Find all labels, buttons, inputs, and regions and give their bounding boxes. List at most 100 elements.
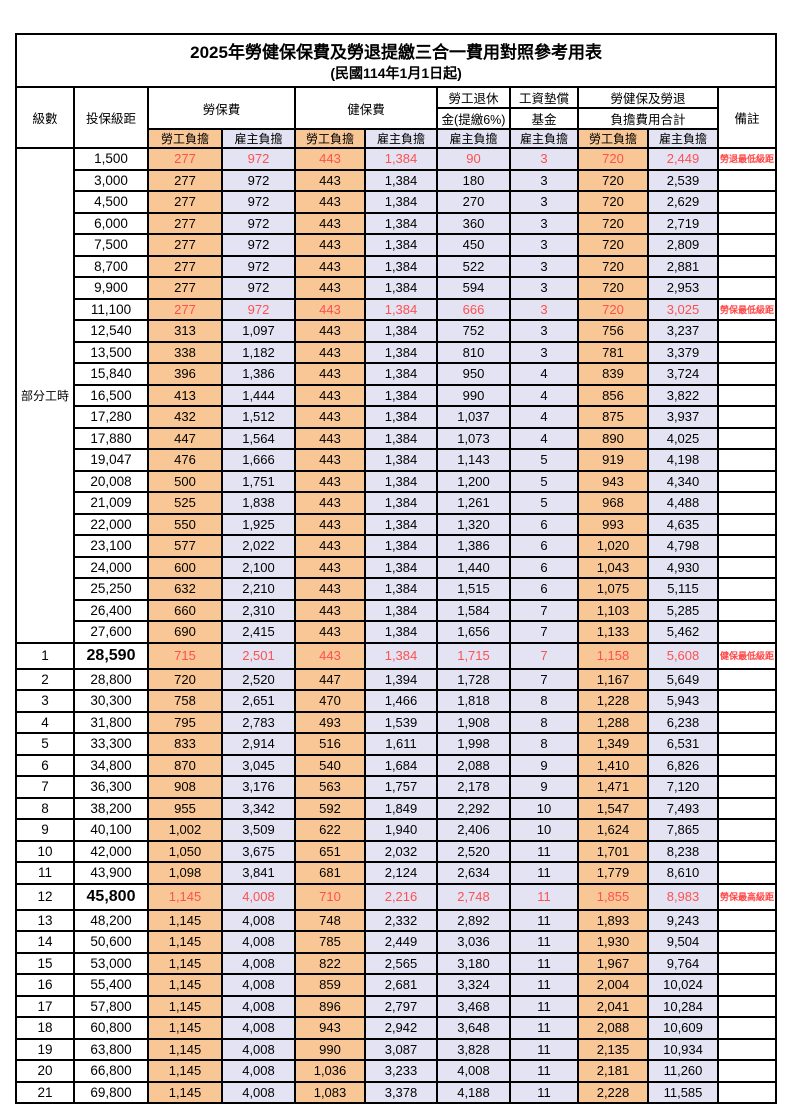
header-row-2: 金(提繳6%) 基金 負擔費用合計 [16, 107, 776, 130]
total-employee-cell: 1,167 [577, 667, 649, 691]
table-row: 3 30,300 758 2,651 470 1,466 1,818 8 1,228 5,943 [15, 689, 778, 713]
total-employer-cell: 5,943 [647, 689, 719, 713]
total-employer-cell: 3,822 [647, 383, 719, 407]
labor-employer-cell: 1,512 [221, 405, 296, 429]
labor-employee-cell: 1,145 [147, 951, 223, 975]
pension-employer-cell: 2,088 [436, 753, 511, 777]
health-employee-cell: 443 [294, 319, 366, 343]
pension-employer-cell: 1,073 [436, 426, 511, 450]
bracket-cell: 8,700 [73, 254, 149, 278]
wage-fund-employer-cell: 8 [509, 710, 579, 734]
labor-employee-cell: 1,145 [147, 973, 223, 997]
wage-fund-employer-cell: 6 [509, 577, 579, 601]
level-cell: 6 [15, 753, 75, 777]
page-title: 2025年勞健保保費及勞退提繳三合一費用對照參考用表 [190, 43, 602, 63]
table-row: 17 57,800 1,145 4,008 896 2,797 3,468 11 2,041 10… [15, 994, 778, 1018]
total-employer-cell: 5,285 [647, 598, 719, 622]
bracket-cell: 38,200 [73, 796, 149, 820]
labor-employer-cell: 1,751 [221, 469, 296, 493]
bracket-cell: 1,500 [73, 147, 149, 171]
labor-employee-cell: 432 [147, 405, 223, 429]
note-cell [716, 405, 778, 429]
total-employer-cell: 10,284 [647, 994, 719, 1018]
bracket-cell: 12,540 [73, 319, 149, 343]
labor-employer-cell: 4,008 [221, 908, 296, 932]
total-employer-cell: 2,629 [647, 190, 719, 214]
total-employee-cell: 1,288 [577, 710, 649, 734]
note-cell [716, 211, 778, 235]
table-row: 9,900 277 972 443 1,384 594 3 720 2,953 [16, 276, 778, 300]
pension-employer-cell: 3,180 [436, 951, 511, 975]
level-cell: 19 [15, 1037, 75, 1061]
note-cell [716, 512, 778, 536]
pension-employer-cell: 3,324 [436, 973, 511, 997]
pension-employer-cell: 1,200 [436, 469, 511, 493]
level-cell: 15 [15, 951, 75, 975]
health-employer-cell: 1,384 [364, 383, 438, 407]
note-cell: 勞保最低級距 [716, 297, 778, 321]
wage-fund-employer-cell: 5 [509, 448, 579, 472]
health-employer-cell: 1,384 [364, 211, 438, 235]
total-employee-cell: 2,228 [577, 1080, 649, 1104]
total-employer-cell: 2,449 [647, 147, 719, 171]
bracket-cell: 24,000 [73, 555, 149, 579]
total-employer-cell: 8,983 [647, 882, 719, 911]
level-cell: 14 [15, 930, 75, 954]
col-header-level: 級數 [15, 86, 75, 149]
health-employer-cell: 1,384 [364, 405, 438, 429]
health-employee-cell: 443 [294, 297, 366, 321]
subheader-health-employer: 雇主負擔 [364, 128, 438, 149]
pension-employer-cell: 3,468 [436, 994, 511, 1018]
health-employer-cell: 1,384 [364, 534, 438, 558]
health-employer-cell: 1,384 [364, 340, 438, 364]
total-employee-cell: 1,075 [577, 577, 649, 601]
pension-employer-cell: 180 [436, 168, 511, 192]
labor-employer-cell: 4,008 [221, 973, 296, 997]
health-employer-cell: 1,384 [364, 254, 438, 278]
note-cell [716, 951, 778, 975]
labor-employee-cell: 1,145 [147, 930, 223, 954]
labor-employee-cell: 1,145 [147, 1080, 223, 1104]
table-row: 21,009 525 1,838 443 1,384 1,261 5 968 4,488 [16, 491, 778, 515]
health-employer-cell: 1,384 [364, 491, 438, 515]
wage-fund-employer-cell: 7 [509, 598, 579, 622]
pension-employer-cell: 4,008 [436, 1059, 511, 1083]
table-row: 2 28,800 720 2,520 447 1,394 1,728 7 1,167 5,649 [15, 667, 778, 691]
bracket-cell: 42,000 [73, 839, 149, 863]
health-employee-cell: 443 [294, 168, 366, 192]
table-row: 12,540 313 1,097 443 1,384 752 3 756 3,237 [16, 319, 778, 343]
bracket-cell: 20,008 [73, 469, 149, 493]
col-header-wage-fund-line2: 基金 [509, 107, 579, 130]
wage-fund-employer-cell: 11 [509, 1037, 579, 1061]
health-employee-cell: 443 [294, 426, 366, 450]
total-employer-cell: 9,764 [647, 951, 719, 975]
labor-employer-cell: 972 [221, 297, 296, 321]
wage-fund-employer-cell: 3 [509, 190, 579, 214]
health-employer-cell: 1,466 [364, 689, 438, 713]
table-row: 16,500 413 1,444 443 1,384 990 4 856 3,822 [16, 383, 778, 407]
total-employee-cell: 1,855 [577, 882, 649, 911]
level-cell: 13 [15, 908, 75, 932]
col-header-health-insurance: 健保費 [294, 86, 438, 130]
total-employer-cell: 6,238 [647, 710, 719, 734]
health-employee-cell: 710 [294, 882, 366, 911]
header-row-1: 級數 投保級距 勞保費 健保費 勞工退休 工資墊償 勞健保及勞退 備註 [15, 86, 778, 149]
total-employer-cell: 2,539 [647, 168, 719, 192]
pension-employer-cell: 1,386 [436, 534, 511, 558]
wage-fund-employer-cell: 11 [509, 994, 579, 1018]
health-employee-cell: 896 [294, 994, 366, 1018]
wage-fund-employer-cell: 3 [509, 168, 579, 192]
labor-employee-cell: 955 [147, 796, 223, 820]
total-employer-cell: 6,531 [647, 732, 719, 756]
note-cell: 勞保最高級距 [716, 882, 778, 911]
wage-fund-employer-cell: 3 [509, 211, 579, 235]
bracket-cell: 23,100 [73, 534, 149, 558]
wage-fund-employer-cell: 5 [509, 491, 579, 515]
note-cell [716, 689, 778, 713]
total-employer-cell: 7,120 [647, 775, 719, 799]
labor-employee-cell: 1,098 [147, 861, 223, 885]
level-cell: 11 [15, 861, 75, 885]
pension-employer-cell: 1,143 [436, 448, 511, 472]
pension-employer-cell: 90 [436, 147, 511, 171]
labor-employer-cell: 1,444 [221, 383, 296, 407]
